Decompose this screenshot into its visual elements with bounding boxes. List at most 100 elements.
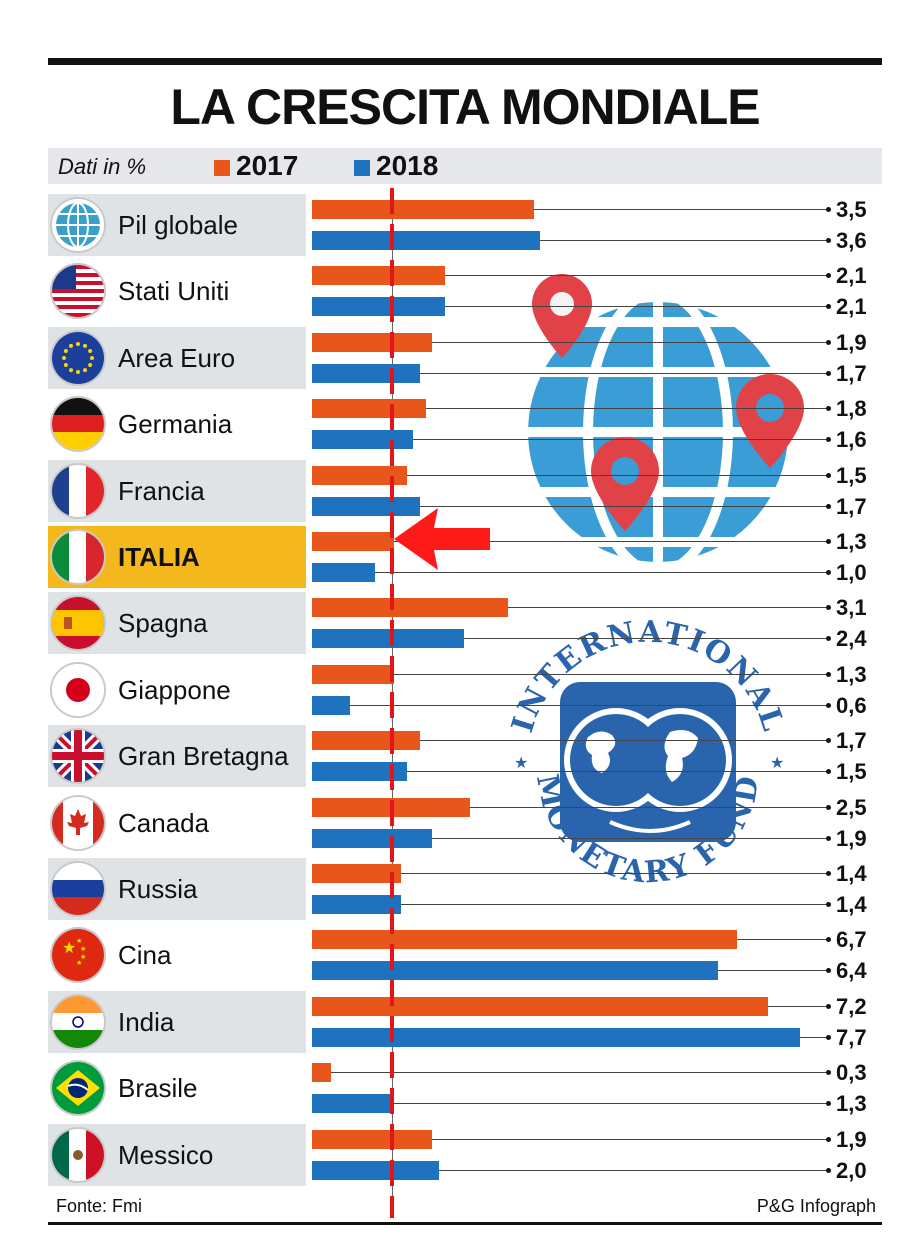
value-label: 1,3 [836,529,867,554]
value-label: 2,1 [836,294,867,320]
value-label: 1,7 [836,493,867,519]
leader-line [736,939,826,941]
leader-line [717,970,826,972]
value-label: 1,4 [836,892,867,917]
leader-line [540,240,826,241]
leader-dot [826,1070,831,1076]
value-label: 2,0 [836,1157,867,1183]
value-label: 2,1 [836,263,867,289]
leader-line [464,638,826,640]
value-label: 1,5 [836,462,867,488]
bar-2018 [312,297,446,317]
france-flag-icon [52,464,104,517]
leader-dot [826,238,831,243]
map-pin-icon [532,274,592,358]
svg-text:★: ★ [80,945,86,953]
bar-2018 [312,695,351,715]
leader-dot [826,605,831,611]
bar-2017 [312,996,769,1016]
leader-line [800,1036,826,1038]
svg-text:★: ★ [770,755,784,772]
leader-line [445,275,826,277]
category-label: Brasile [118,1073,198,1104]
category-label: ITALIA [118,542,200,572]
value-label: 0,3 [836,1060,867,1086]
italy-flag-icon [52,531,104,583]
brazil-flag-icon [52,1062,104,1115]
bar-2017 [312,1129,433,1149]
svg-text:★: ★ [514,755,528,772]
globe-icon [52,199,104,251]
leader-dot [826,503,831,509]
chart-title: LA CRESCITA MONDIALE [170,79,760,135]
leader-dot [826,339,831,345]
bar-2017 [312,200,534,219]
credit-note: P&G Infograph [756,1196,876,1216]
leader-dot [826,968,831,974]
canada-flag-icon [52,796,104,849]
leader-line [432,1138,826,1140]
legend-swatch-2018 [354,160,370,176]
value-label: 1,8 [836,396,867,422]
leader-dot [826,1101,831,1107]
legend-label-2018: 2018 [376,150,439,181]
category-label: Germania [118,409,233,440]
value-label: 1,7 [836,728,867,754]
leader-line [470,806,826,808]
bar-2018 [312,363,420,383]
category-label: Giappone [118,674,231,705]
bar-2018 [312,1094,395,1114]
leader-dot [826,570,831,575]
legend-label-2017: 2017 [236,150,299,181]
value-label: 6,4 [836,958,867,984]
category-label: Stati Uniti [118,276,230,307]
legend-bar [48,148,882,184]
leader-dot [826,406,831,412]
bar-2017 [312,1063,331,1083]
category-label: Cina [118,940,172,971]
category-label: Gran Bretagna [118,741,289,772]
category-label: Canada [118,807,210,838]
svg-text:★: ★ [76,937,82,945]
value-label: 1,0 [836,560,867,585]
italy-reference-line [390,188,394,1218]
value-label: 3,1 [836,595,867,621]
bar-2017 [312,465,408,485]
value-label: 1,9 [836,825,867,851]
leader-line [419,372,826,374]
svg-text:★: ★ [76,959,82,967]
leader-dot [826,472,831,478]
leader-dot [826,539,831,544]
spain-flag-icon [52,597,104,650]
leader-dot [826,702,831,708]
value-label: 3,5 [836,197,867,222]
category-label: Pil globale [118,210,238,240]
value-label: 1,7 [836,360,867,386]
leader-dot [826,273,831,279]
leader-line [413,439,826,441]
value-label: 7,2 [836,993,867,1019]
bar-2018 [312,563,376,582]
leader-line [400,904,826,905]
leader-line [394,673,826,675]
leader-line [419,740,826,742]
leader-line [394,1103,826,1105]
bar-2018 [312,430,414,450]
leader-line [407,474,826,476]
leader-dot [826,1136,831,1142]
usa-flag-icon [52,265,104,318]
leader-dot [826,902,831,907]
legend-swatch-2017 [214,160,230,176]
value-label: 1,9 [836,1126,867,1152]
russia-flag-icon [52,863,104,915]
value-label: 0,6 [836,692,867,718]
value-label: 1,9 [836,329,867,355]
india-flag-icon [52,995,104,1048]
leader-line [432,341,826,343]
bar-2017 [312,930,737,950]
japan-flag-icon [52,663,104,716]
china-flag-icon: ★ ★ ★ ★ ★ [52,929,104,982]
germany-flag-icon [52,398,104,451]
leader-dot [826,804,831,810]
leader-line [508,607,826,609]
